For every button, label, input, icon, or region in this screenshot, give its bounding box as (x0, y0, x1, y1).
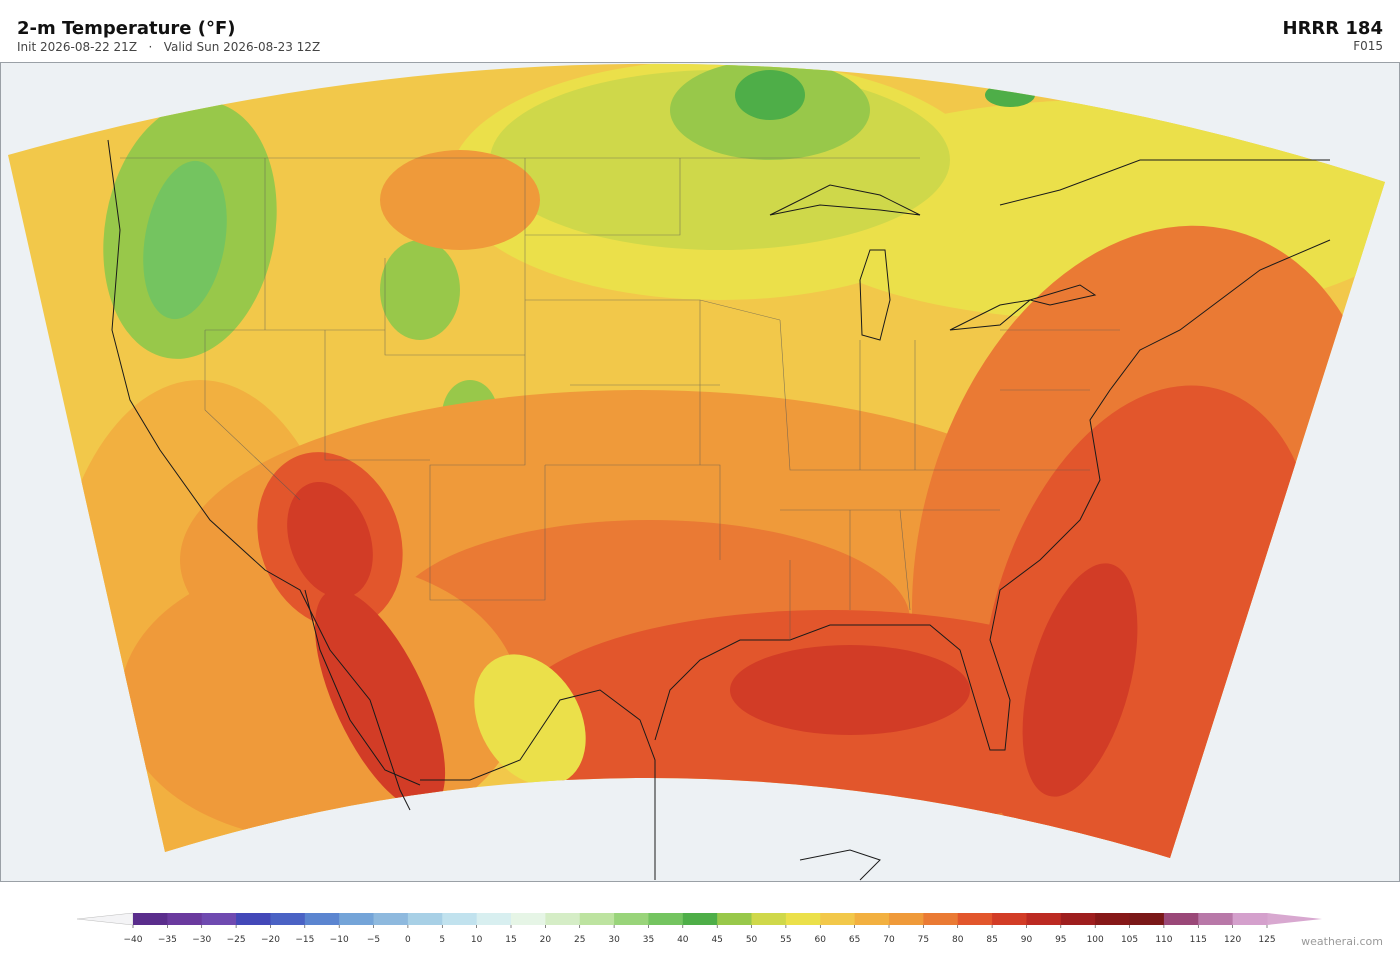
colorbar-segment (133, 913, 168, 925)
colorbar-segment (167, 913, 203, 925)
colorbar-tick-label: 55 (780, 935, 791, 945)
colorbar-tick-label: 90 (1021, 935, 1033, 945)
colorbar-tick-label: 125 (1258, 935, 1275, 945)
colorbar-tick-label: 65 (849, 935, 860, 945)
colorbar-segment (889, 913, 924, 925)
credit: weatherai.com (1301, 935, 1383, 948)
colorbar-tick-label: −15 (295, 935, 314, 945)
temperature-region (730, 645, 970, 735)
colorbar-segment (270, 913, 306, 925)
colorbar-tick-label: 95 (1055, 935, 1066, 945)
colorbar-tick-label: 75 (918, 935, 929, 945)
colorbar-segment (1198, 913, 1234, 925)
colorbar-tick-label: 80 (952, 935, 964, 945)
colorbar-tick-label: −10 (330, 935, 349, 945)
colorbar-segment (648, 913, 684, 925)
colorbar-segment (476, 913, 512, 925)
colorbar-tick-label: −5 (367, 935, 380, 945)
lake-superior (769, 184, 921, 216)
colorbar-segment (339, 913, 374, 925)
colorbar-tick-label: 25 (574, 935, 585, 945)
colorbar-tick-label: −25 (227, 935, 246, 945)
colorbar-segment (717, 913, 752, 925)
mexico-coast (420, 689, 656, 880)
lake-michigan (859, 249, 891, 341)
colorbar-segment (820, 913, 856, 925)
colorbar-tick-label: 10 (471, 935, 483, 945)
colorbar-segment (1232, 913, 1268, 925)
temperature-region (735, 70, 805, 120)
colorbar-tick-label: 20 (540, 935, 552, 945)
colorbar-tick-label: −35 (158, 935, 177, 945)
temperature-region (380, 240, 460, 340)
temperature-region (143, 160, 227, 320)
st-lawrence (999, 159, 1330, 206)
colorbar-tick-label: 5 (439, 935, 445, 945)
colorbar-segment (442, 913, 478, 925)
colorbar-segment (682, 913, 718, 925)
map-subtitle: Init 2026-08-22 21Z · Valid Sun 2026-08-… (17, 40, 320, 54)
colorbar-tick-label: 120 (1224, 935, 1241, 945)
baja-gulf-coast (304, 589, 421, 786)
cuba-coast (799, 849, 881, 881)
colorbar-segment (304, 913, 340, 925)
colorbar: −40 −35 −30 −25 −20 −15 −10 −5 0 5 10 15 20 25 30 35 40 4… (76, 912, 1322, 945)
colorbar-tick-label: 0 (405, 935, 411, 945)
colorbar-tick-label: 100 (1087, 935, 1104, 945)
temperature-region (474, 654, 586, 786)
forecast-hour: F015 (1353, 39, 1383, 53)
colorbar-tick-label: 85 (986, 935, 997, 945)
colorbar-tick-label: 35 (643, 935, 654, 945)
colorbar-tick-label: 105 (1121, 935, 1138, 945)
colorbar-segment (579, 913, 615, 925)
map-title: 2-m Temperature (°F) (17, 18, 236, 39)
colorbar-extend-low (76, 912, 134, 926)
colorbar-segment (236, 913, 271, 925)
colorbar-tick-label: 15 (505, 935, 516, 945)
colorbar-segment (1095, 913, 1130, 925)
pacific-coast (107, 139, 411, 811)
colorbar-segment (923, 913, 959, 925)
colorbar-segment (785, 913, 821, 925)
colorbar-segment (992, 913, 1027, 925)
colorbar-segment (1163, 913, 1199, 925)
colorbar-tick-label: 115 (1190, 935, 1207, 945)
colorbar-tick-label: 30 (608, 935, 620, 945)
colorbar-tick-label: 40 (677, 935, 689, 945)
temperature-region (1022, 563, 1138, 797)
colorbar-segment (1026, 913, 1062, 925)
colorbar-segment (854, 913, 890, 925)
colorbar-segment (1129, 913, 1165, 925)
temperature-region (287, 481, 373, 599)
colorbar-segment (957, 913, 993, 925)
colorbar-segment (511, 913, 546, 925)
colorbar-tick-label: 50 (746, 935, 758, 945)
state-borders (120, 157, 1120, 640)
state-border-lines (120, 157, 1120, 640)
colorbar-tick-label: 110 (1155, 935, 1172, 945)
colorbar-tick-label: −20 (261, 935, 280, 945)
temperature-region (380, 150, 540, 250)
coastlines (107, 139, 1331, 881)
colorbar-tick-label: 45 (711, 935, 722, 945)
colorbar-segment (373, 913, 409, 925)
colorbar-tick-label: 70 (883, 935, 895, 945)
colorbar-segment (751, 913, 787, 925)
colorbar-segment (201, 913, 237, 925)
lake-ontario (1028, 284, 1097, 306)
model-name: HRRR 184 (1283, 18, 1384, 39)
colorbar-tick-label: −40 (124, 935, 143, 945)
colorbar-segment (545, 913, 581, 925)
temperature-region (314, 589, 446, 811)
colorbar-segment (1060, 913, 1096, 925)
colorbar-tick-label: 60 (815, 935, 827, 945)
colorbar-extend-high (1267, 913, 1322, 925)
colorbar-segment (614, 913, 649, 925)
colorbar-tick-label: −30 (192, 935, 211, 945)
colorbar-segment (407, 913, 443, 925)
